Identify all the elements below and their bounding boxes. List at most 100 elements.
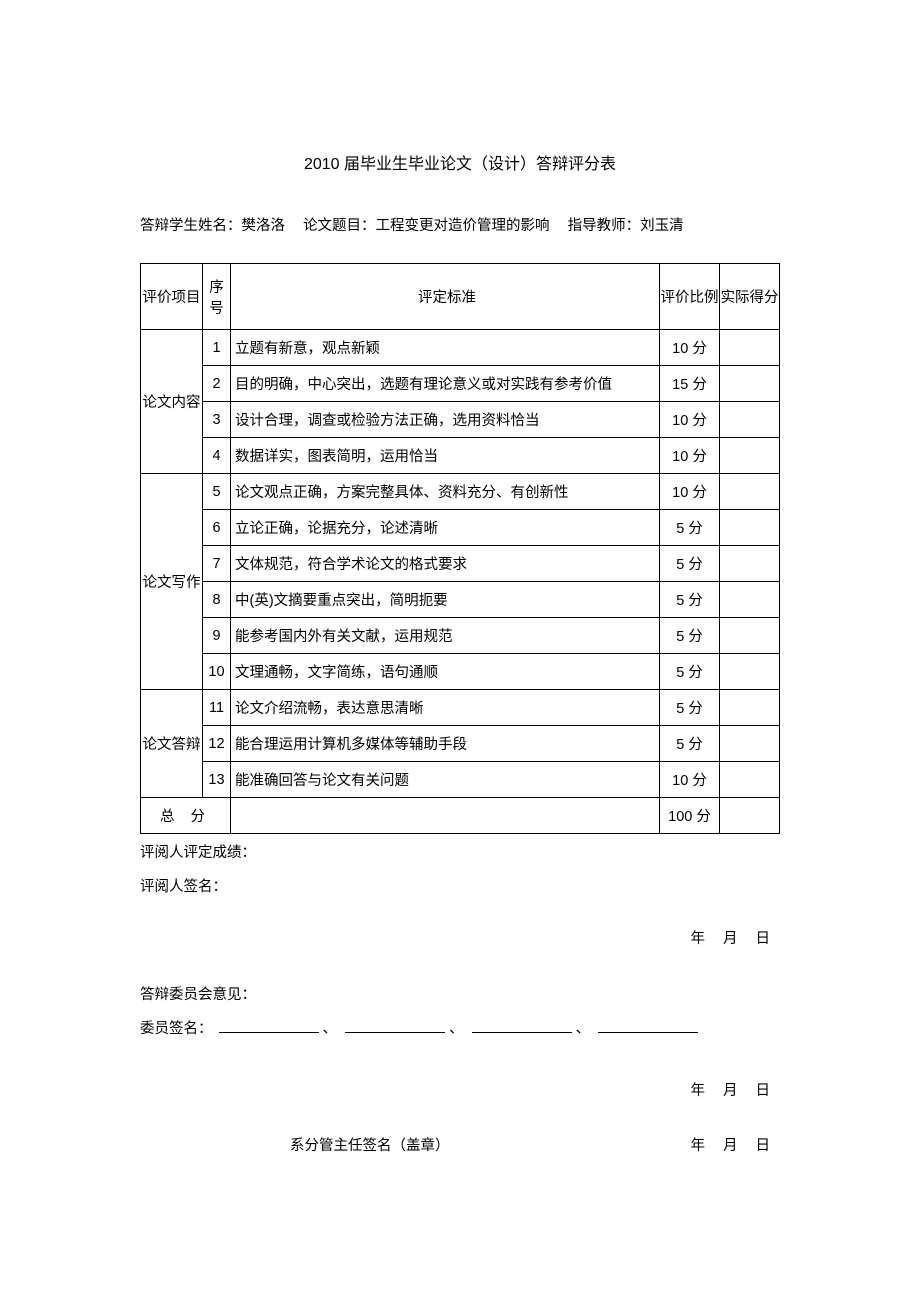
date-line-3: 年 月 日 xyxy=(690,1134,780,1155)
year-label: 年 xyxy=(690,1138,705,1154)
table-row: 13 能准确回答与论文有关问题 10 分 xyxy=(141,762,780,798)
row-standard: 立题有新意，观点新颖 xyxy=(231,330,660,366)
row-ratio: 10 分 xyxy=(660,474,720,510)
signature-blank xyxy=(598,1019,698,1034)
row-num: 4 xyxy=(203,438,231,474)
row-ratio: 5 分 xyxy=(660,582,720,618)
row-num: 3 xyxy=(203,402,231,438)
row-score xyxy=(720,690,780,726)
student-name: 樊洛洛 xyxy=(242,218,286,234)
row-num: 9 xyxy=(203,618,231,654)
table-body: 论文内容 1 立题有新意，观点新颖 10 分 2 目的明确，中心突出，选题有理论… xyxy=(141,330,780,834)
table-row: 4 数据详实，图表简明，运用恰当 10 分 xyxy=(141,438,780,474)
row-num: 13 xyxy=(203,762,231,798)
student-label: 答辩学生姓名： xyxy=(140,218,242,234)
table-row: 6 立论正确，论据充分，论述清晰 5 分 xyxy=(141,510,780,546)
header-num: 序号 xyxy=(203,264,231,330)
committee-opinion-label: 答辩委员会意见： xyxy=(140,987,256,1003)
row-score xyxy=(720,618,780,654)
row-num: 5 xyxy=(203,474,231,510)
reviewer-sign-line: 评阅人签名： xyxy=(140,872,780,902)
row-num: 2 xyxy=(203,366,231,402)
row-score xyxy=(720,726,780,762)
row-ratio: 5 分 xyxy=(660,690,720,726)
total-row: 总 分 100 分 xyxy=(141,798,780,834)
date-line-1: 年 月 日 xyxy=(140,927,780,948)
row-score xyxy=(720,366,780,402)
title-text: 2010 届毕业生毕业论文（设计）答辩评分表 xyxy=(304,156,616,173)
row-num: 1 xyxy=(203,330,231,366)
row-num: 7 xyxy=(203,546,231,582)
month-label: 月 xyxy=(723,1138,738,1154)
row-score xyxy=(720,402,780,438)
committee-opinion-line: 答辩委员会意见： xyxy=(140,980,780,1010)
row-ratio: 10 分 xyxy=(660,762,720,798)
row-standard: 能准确回答与论文有关问题 xyxy=(231,762,660,798)
row-ratio: 5 分 xyxy=(660,546,720,582)
row-standard: 目的明确，中心突出，选题有理论意义或对实践有参考价值 xyxy=(231,366,660,402)
category-cell: 论文内容 xyxy=(141,330,203,474)
row-score xyxy=(720,654,780,690)
committee-sign-line: 委员签名： 、 、 、 xyxy=(140,1014,780,1044)
table-row: 2 目的明确，中心突出，选题有理论意义或对实践有参考价值 15 分 xyxy=(141,366,780,402)
table-row: 论文内容 1 立题有新意，观点新颖 10 分 xyxy=(141,330,780,366)
header-ratio: 评价比例 xyxy=(660,264,720,330)
category-cell: 论文写作 xyxy=(141,474,203,690)
row-num: 12 xyxy=(203,726,231,762)
row-standard: 文体规范，符合学术论文的格式要求 xyxy=(231,546,660,582)
page-title: 2010 届毕业生毕业论文（设计）答辩评分表 xyxy=(140,150,780,174)
table-row: 论文答辩 11 论文介绍流畅，表达意思清晰 5 分 xyxy=(141,690,780,726)
total-label: 总 分 xyxy=(141,798,231,834)
signature-blank xyxy=(345,1019,445,1034)
day-label: 日 xyxy=(756,1138,771,1154)
row-score xyxy=(720,582,780,618)
year-label: 年 xyxy=(690,1083,705,1099)
advisor-label: 指导教师： xyxy=(568,218,641,234)
row-num: 10 xyxy=(203,654,231,690)
table-header-row: 评价项目 序号 评定标准 评价比例 实际得分 xyxy=(141,264,780,330)
category-cell: 论文答辩 xyxy=(141,690,203,798)
row-score xyxy=(720,330,780,366)
day-label: 日 xyxy=(756,1083,771,1099)
page-root: 2010 届毕业生毕业论文（设计）答辩评分表 答辩学生姓名：樊洛洛 论文题目：工… xyxy=(0,0,920,1302)
header-score: 实际得分 xyxy=(720,264,780,330)
row-standard: 中(英)文摘要重点突出，简明扼要 xyxy=(231,582,660,618)
signature-blank xyxy=(219,1019,319,1034)
table-row: 论文写作 5 论文观点正确，方案完整具体、资料充分、有创新性 10 分 xyxy=(141,474,780,510)
reviewer-grade-line: 评阅人评定成绩： xyxy=(140,838,780,868)
row-standard: 设计合理，调查或检验方法正确，选用资料恰当 xyxy=(231,402,660,438)
row-score xyxy=(720,474,780,510)
row-standard: 立论正确，论据充分，论述清晰 xyxy=(231,510,660,546)
total-standard xyxy=(231,798,660,834)
month-label: 月 xyxy=(723,931,738,947)
row-standard: 论文观点正确，方案完整具体、资料充分、有创新性 xyxy=(231,474,660,510)
sig-separator: 、 xyxy=(576,1021,591,1037)
year-label: 年 xyxy=(690,931,705,947)
row-standard: 文理通畅，文字简练，语句通顺 xyxy=(231,654,660,690)
advisor-name: 刘玉清 xyxy=(640,218,684,234)
info-line: 答辩学生姓名：樊洛洛 论文题目：工程变更对造价管理的影响 指导教师：刘玉清 xyxy=(140,214,780,235)
sig-separator: 、 xyxy=(323,1021,338,1037)
dept-sign-label: 系分管主任签名（盖章） xyxy=(290,1134,450,1155)
row-ratio: 5 分 xyxy=(660,726,720,762)
reviewer-sign-label: 评阅人签名： xyxy=(140,879,227,895)
table-row: 12 能合理运用计算机多媒体等辅助手段 5 分 xyxy=(141,726,780,762)
row-num: 11 xyxy=(203,690,231,726)
row-ratio: 10 分 xyxy=(660,438,720,474)
row-standard: 数据详实，图表简明，运用恰当 xyxy=(231,438,660,474)
day-label: 日 xyxy=(756,931,771,947)
score-table: 评价项目 序号 评定标准 评价比例 实际得分 论文内容 1 立题有新意，观点新颖… xyxy=(140,263,780,834)
topic-value: 工程变更对造价管理的影响 xyxy=(376,218,550,234)
row-num: 6 xyxy=(203,510,231,546)
row-ratio: 10 分 xyxy=(660,402,720,438)
row-score xyxy=(720,510,780,546)
row-num: 8 xyxy=(203,582,231,618)
table-row: 8 中(英)文摘要重点突出，简明扼要 5 分 xyxy=(141,582,780,618)
row-score xyxy=(720,438,780,474)
table-row: 3 设计合理，调查或检验方法正确，选用资料恰当 10 分 xyxy=(141,402,780,438)
total-score xyxy=(720,798,780,834)
row-score xyxy=(720,546,780,582)
row-standard: 能参考国内外有关文献，运用规范 xyxy=(231,618,660,654)
sig-separator: 、 xyxy=(449,1021,464,1037)
dept-sign-row: 系分管主任签名（盖章） 年 月 日 xyxy=(140,1134,780,1155)
